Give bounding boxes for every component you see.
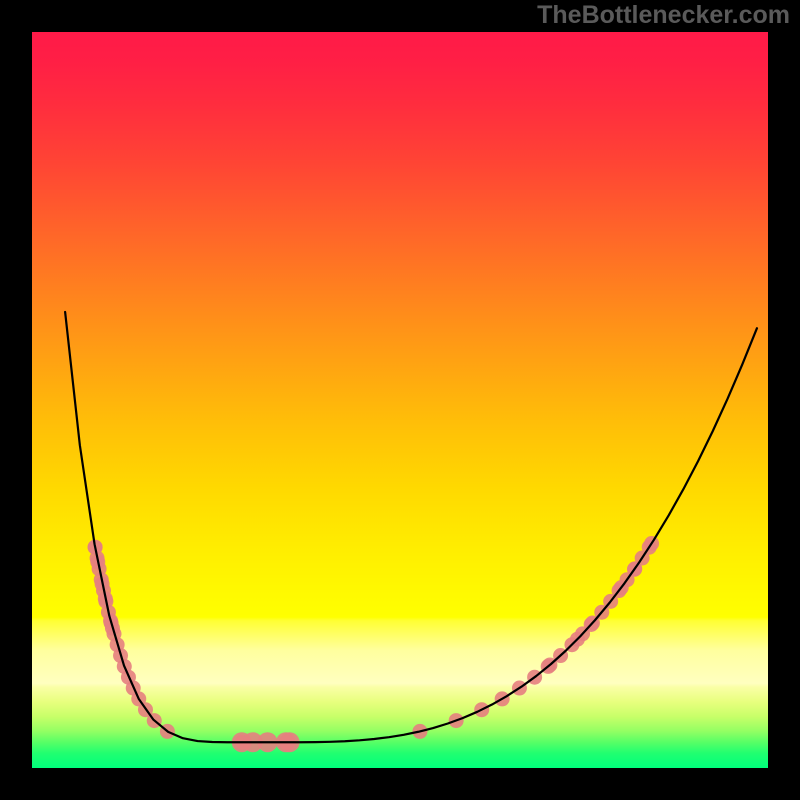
- chart-container: TheBottlenecker.com: [0, 0, 800, 800]
- chart-svg: [0, 0, 800, 800]
- plot-background: [32, 32, 768, 768]
- watermark-text: TheBottlenecker.com: [537, 1, 790, 30]
